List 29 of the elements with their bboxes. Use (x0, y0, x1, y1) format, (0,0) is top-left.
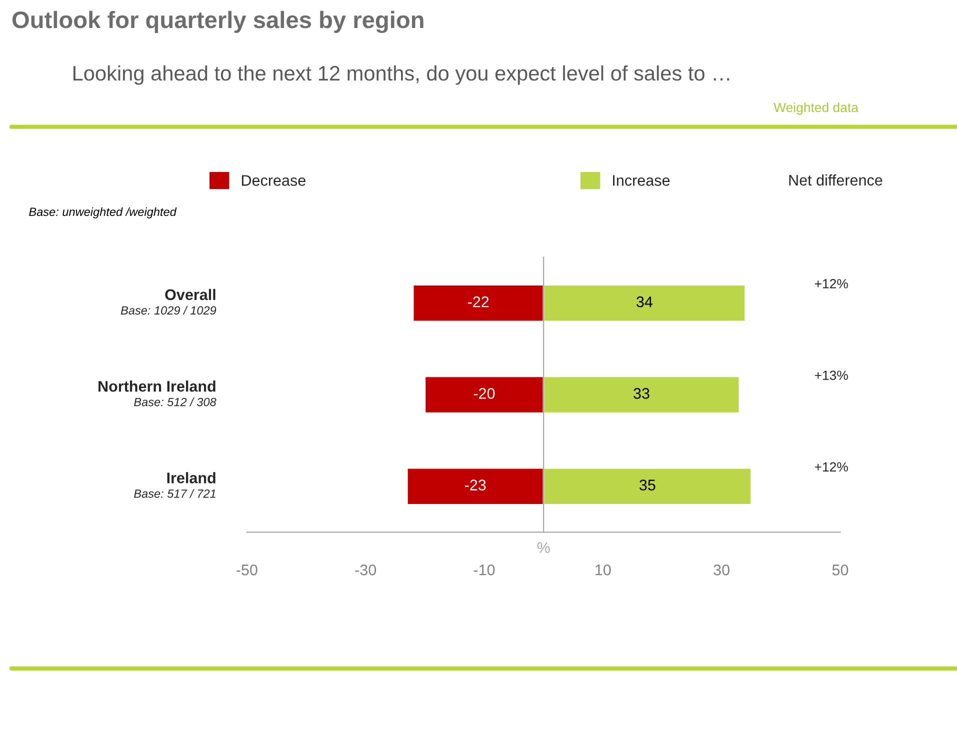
data-label: 35 (639, 480, 656, 490)
text: Net difference (789, 174, 882, 186)
y-tick-label: Ireland (167, 472, 216, 484)
data-label: -22 (468, 296, 489, 308)
annotation: +12% (814, 462, 848, 472)
data-label: 33 (634, 388, 650, 399)
annotation: +12% (814, 279, 848, 288)
x-tick-label: 30 (714, 564, 730, 576)
text: Weighted data (774, 102, 858, 115)
text: Base: unweighted /weighted (29, 207, 177, 218)
data-label: -20 (474, 388, 495, 399)
text: Base: 1029 / 1029 (120, 306, 216, 315)
chart-title: Outlook for quarterly sales by region (12, 10, 424, 34)
data-label: 34 (636, 296, 652, 308)
x-tick-label: 50 (832, 564, 848, 576)
legend-label: Decrease (242, 175, 306, 186)
text: Base: 517 / 721 (134, 489, 216, 498)
x-tick-label: -10 (474, 564, 495, 576)
text: Base: 512 / 308 (134, 398, 216, 406)
y-tick-label: Northern Ireland (98, 380, 216, 392)
x-axis-title: % (537, 542, 550, 553)
y-tick-label: Overall (165, 288, 216, 300)
legend-label: Increase (613, 175, 670, 186)
data-label: -23 (464, 480, 486, 490)
x-tick-label: -30 (355, 564, 376, 576)
chart-subtitle: Looking ahead to the next 12 months, do you expect level of sales to … (73, 65, 730, 85)
annotation: +13% (814, 370, 848, 380)
x-tick-label: 10 (596, 564, 611, 576)
x-tick-label: -50 (236, 564, 258, 576)
